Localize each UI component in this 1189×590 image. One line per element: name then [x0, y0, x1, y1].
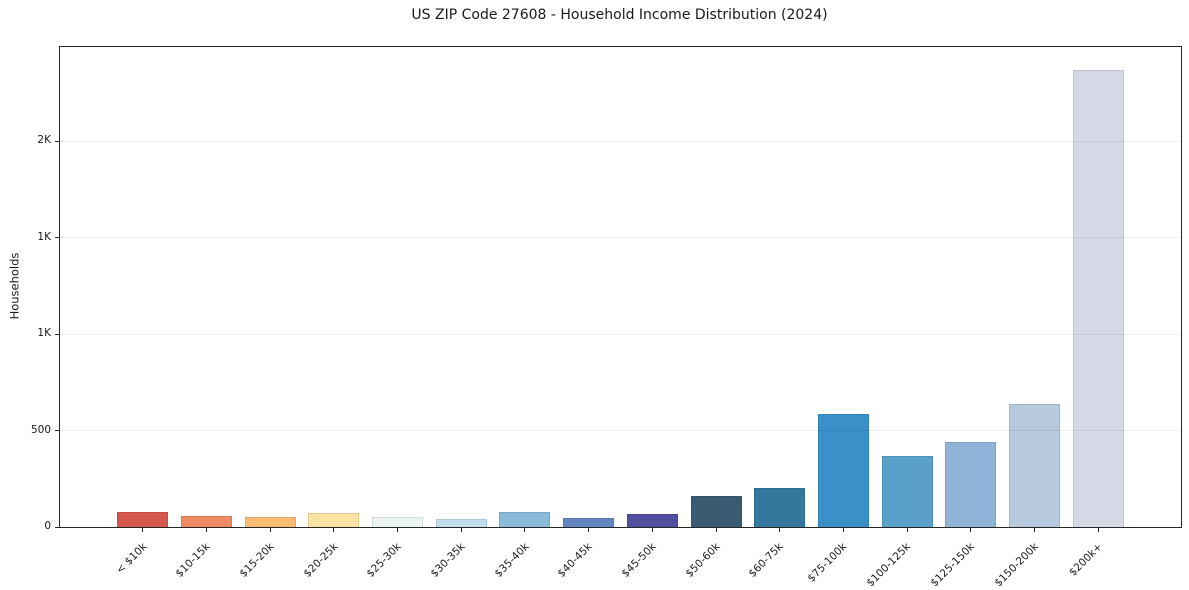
x-axis-tick-10: [779, 528, 781, 532]
bar-2: [244, 517, 296, 527]
bar-11: [817, 414, 869, 527]
x-axis-tick-label-12: $100-125k: [864, 540, 914, 590]
bar-9: [690, 496, 742, 527]
x-axis-tick-13: [970, 528, 972, 532]
x-axis-tick-label-15: $200k+: [1066, 540, 1105, 579]
y-axis-tick-label-3: 1K: [37, 230, 51, 243]
bar-8: [626, 514, 678, 527]
x-axis-tick-label-3: $20-25k: [301, 540, 341, 580]
y-axis-tick-label-2: 1K: [37, 327, 51, 340]
y-axis-label-text: Households: [7, 252, 22, 320]
bar-13: [945, 441, 997, 527]
x-axis-tick-label-8: $45-50k: [619, 540, 659, 580]
bar-15: [1072, 69, 1124, 527]
gridline-1500: [60, 237, 1181, 239]
x-axis-tick-label-14: $150-200k: [992, 540, 1041, 590]
bar-12: [881, 456, 933, 527]
x-axis-tick-label-9: $50-60k: [683, 540, 723, 580]
x-axis-tick-15: [1097, 528, 1099, 532]
x-axis-tick-3: [333, 528, 335, 532]
gridline-1000: [60, 333, 1181, 335]
bar-6: [499, 511, 551, 527]
x-axis-tick-8: [651, 528, 653, 532]
bar-3: [308, 512, 360, 527]
bar-1: [181, 516, 232, 527]
bar-14: [1009, 404, 1060, 527]
x-axis-tick-11: [842, 528, 844, 532]
x-axis-tick-7: [588, 528, 590, 532]
gridline-2000: [60, 140, 1181, 142]
y-axis-tick-label-4: 2K: [37, 134, 51, 147]
x-axis-tick-0: [142, 528, 144, 532]
x-axis-tick-label-0: < $10k: [113, 540, 150, 577]
x-axis-tick-14: [1034, 528, 1035, 532]
x-axis-tick-label-1: $10-15k: [173, 540, 213, 580]
y-axis-tick-1: [55, 430, 59, 432]
x-axis-tick-label-4: $25-30k: [364, 540, 404, 580]
bar-7: [563, 517, 615, 527]
x-axis-tick-12: [906, 528, 908, 532]
bar-5: [435, 518, 487, 527]
x-axis-tick-label-6: $35-40k: [492, 540, 532, 580]
x-axis-tick-2: [269, 528, 271, 532]
y-axis-tick-label-1: 500: [30, 423, 51, 436]
x-axis-tick-1: [205, 528, 207, 532]
x-axis-tick-label-5: $30-35k: [428, 540, 468, 580]
x-axis-tick-6: [524, 528, 526, 532]
gridline-500: [60, 430, 1181, 432]
bar-10: [754, 487, 806, 527]
x-axis-tick-label-7: $40-45k: [555, 540, 595, 580]
plot-area: 0 500 1K 1K 2K < $10k $10-15k $15-20k $20-25k $25…: [31, 46, 1182, 589]
y-axis-tick-4: [55, 140, 59, 142]
x-axis-tick-label-11: $75-100k: [805, 540, 850, 585]
y-axis-tick-label-0: 0: [44, 520, 51, 532]
x-axis-tick-9: [715, 528, 717, 532]
x-axis-tick-5: [460, 528, 462, 532]
y-axis-label: Households: [4, 46, 24, 526]
y-axis-tick-0: [55, 526, 59, 528]
bar-4: [372, 517, 424, 527]
x-axis-tick-4: [397, 528, 399, 532]
y-axis-tick-2: [55, 333, 59, 335]
y-axis-tick-3: [55, 237, 59, 239]
x-axis-tick-label-13: $125-150k: [928, 540, 978, 590]
x-axis-tick-label-2: $15-20k: [237, 540, 277, 580]
bar-0: [117, 511, 169, 527]
chart-title: US ZIP Code 27608 - Household Income Dis…: [411, 7, 828, 23]
x-axis-tick-label-10: $60-75k: [746, 540, 786, 580]
